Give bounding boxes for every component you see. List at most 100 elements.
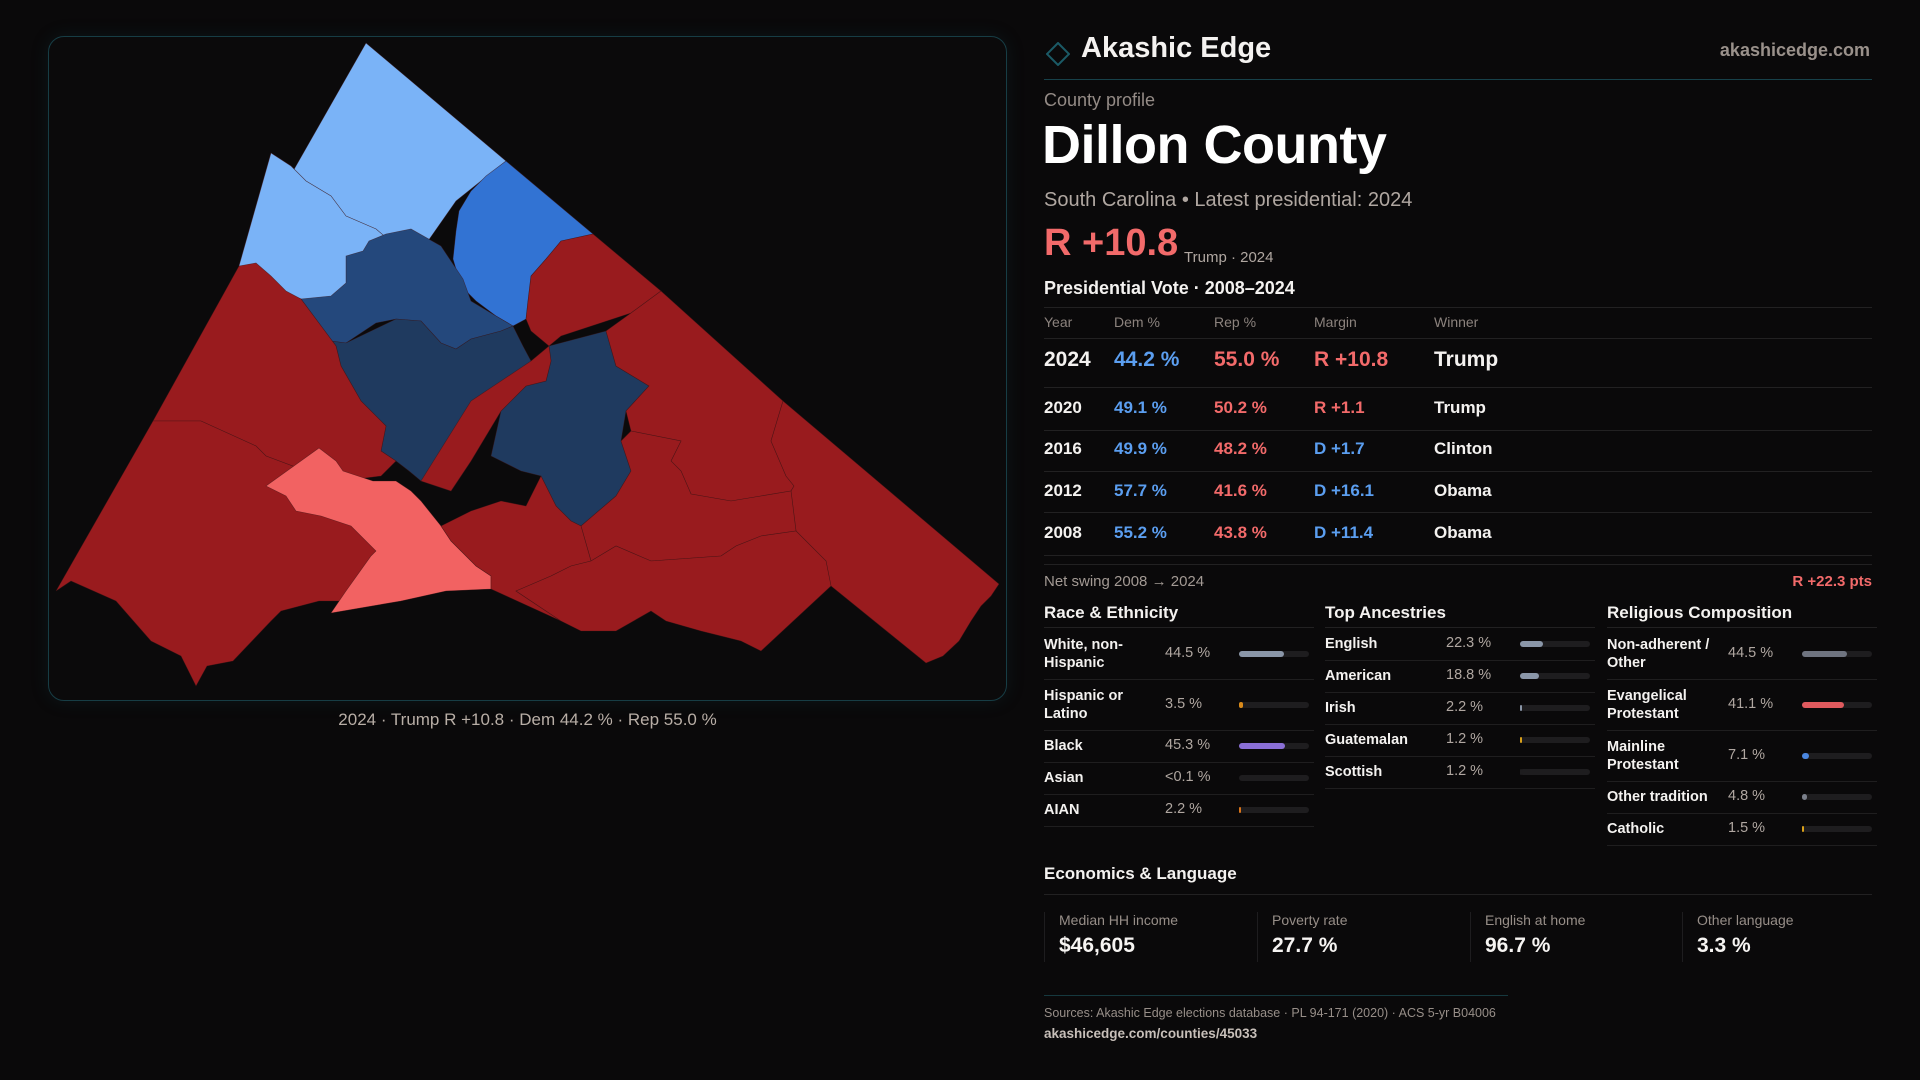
vote-cell-dem: 57.7 % — [1114, 480, 1167, 500]
county-url-link[interactable]: akashicedge.com/counties/45033 — [1044, 1026, 1258, 1041]
ancestry-row: American 18.8 % — [1325, 660, 1595, 693]
ancestry-row: Scottish 1.2 % — [1325, 756, 1595, 789]
precinct-center-red[interactable] — [420, 345, 552, 492]
religion-bar-fill — [1802, 701, 1844, 708]
table-row-divider — [1044, 387, 1872, 388]
vote-cell-year: 2008 — [1044, 522, 1082, 542]
vote-cell-winner: Obama — [1434, 522, 1492, 542]
brand-logo-icon — [1046, 42, 1070, 66]
race-row: Hispanic or Latino 3.5 % — [1044, 679, 1314, 731]
vote-table-title: Presidential Vote · 2008–2024 — [1044, 278, 1295, 298]
stat-value: 27.7 % — [1272, 934, 1338, 957]
ancestry-bar — [1520, 769, 1590, 775]
race-label: White, non-Hispanic — [1044, 636, 1123, 671]
race-bar — [1239, 650, 1309, 657]
ancestry-label: American — [1325, 668, 1392, 684]
col-header-margin: Margin — [1314, 314, 1357, 330]
col-header-rep: Rep % — [1214, 314, 1257, 330]
race-section-title: Race & Ethnicity — [1044, 603, 1179, 622]
col-header-year: Year — [1044, 314, 1073, 330]
race-value: 3.5 % — [1165, 695, 1203, 712]
header-divider — [1044, 79, 1872, 80]
vote-cell-winner: Obama — [1434, 480, 1492, 500]
vote-cell-margin: D +16.1 — [1314, 480, 1375, 500]
table-row-divider — [1044, 471, 1872, 472]
map-caption: 2024 · Trump R +10.8 · Dem 44.2 % · Rep … — [338, 710, 717, 729]
vote-cell-dem: 55.2 % — [1114, 522, 1167, 542]
race-label: Black — [1044, 738, 1083, 754]
race-value: 45.3 % — [1165, 737, 1211, 753]
ancestry-label: English — [1325, 636, 1378, 652]
race-value: 2.2 % — [1165, 801, 1203, 817]
religion-value: 44.5 % — [1728, 644, 1774, 661]
ancestry-bar — [1520, 641, 1590, 647]
religion-label: Evangelical Protestant — [1607, 687, 1687, 722]
profile-eyebrow: County profile — [1044, 90, 1156, 110]
religion-bar — [1802, 701, 1872, 708]
religion-bar — [1802, 650, 1872, 657]
ancestry-bar-fill — [1520, 769, 1522, 775]
vote-cell-winner: Trump — [1434, 348, 1499, 372]
religion-value: 1.5 % — [1728, 820, 1766, 836]
vote-cell-rep: 41.6 % — [1214, 480, 1267, 500]
table-row-divider — [1044, 430, 1872, 431]
stat-value: 96.7 % — [1485, 934, 1551, 957]
religion-row: Non-adherent / Other 44.5 % — [1607, 628, 1877, 680]
ancestry-bar-fill — [1520, 673, 1539, 679]
ancestry-label: Scottish — [1325, 764, 1383, 780]
religion-value: 41.1 % — [1728, 695, 1774, 712]
ancestry-bar — [1520, 737, 1590, 743]
brand-url-link[interactable]: akashicedge.com — [1719, 40, 1870, 60]
race-row: AIAN 2.2 % — [1044, 794, 1314, 827]
race-label: Asian — [1044, 770, 1084, 786]
religion-bar-fill — [1802, 794, 1807, 800]
stat-other-language: Other language 3.3 % — [1682, 912, 1883, 962]
precinct-far-east[interactable] — [770, 400, 1000, 664]
religion-section-title: Religious Composition — [1607, 603, 1793, 622]
ancestry-value: 22.3 % — [1446, 635, 1492, 651]
vote-cell-rep: 43.8 % — [1214, 522, 1267, 542]
page-title: Dillon County — [1042, 115, 1387, 175]
ancestry-value: 1.2 % — [1446, 763, 1484, 779]
ancestry-bar-fill — [1520, 641, 1543, 647]
sources-text: Sources: Akashic Edge elections database… — [1044, 1006, 1496, 1020]
precinct-map[interactable] — [48, 36, 1007, 701]
precinct-south-east-lower[interactable] — [515, 530, 832, 652]
race-bar-fill — [1239, 701, 1243, 708]
footer-divider — [1044, 995, 1508, 996]
ancestry-value: 1.2 % — [1446, 731, 1484, 747]
race-bar — [1239, 807, 1309, 813]
stat-poverty-rate: Poverty rate 27.7 % — [1257, 912, 1458, 962]
vote-cell-year: 2020 — [1044, 397, 1082, 417]
stat-value: 3.3 % — [1697, 934, 1751, 957]
race-bar — [1239, 743, 1309, 749]
ancestry-row: English 22.3 % — [1325, 628, 1595, 661]
col-header-dem: Dem % — [1114, 314, 1160, 330]
vote-cell-year: 2024 — [1044, 348, 1091, 372]
stat-label: Other language — [1697, 912, 1794, 928]
economics-divider — [1044, 894, 1872, 895]
latest-margin-note: Trump · 2024 — [1184, 249, 1274, 266]
religion-bar — [1802, 826, 1872, 832]
race-bar — [1239, 701, 1309, 708]
net-swing-value: R +22.3 pts — [1792, 573, 1872, 590]
religion-row: Evangelical Protestant 41.1 % — [1607, 679, 1877, 731]
vote-cell-margin: D +11.4 — [1314, 522, 1374, 542]
race-row: Black 45.3 % — [1044, 730, 1314, 763]
religion-label: Other tradition — [1607, 789, 1708, 805]
table-row-divider — [1044, 555, 1872, 556]
page-subtitle: South Carolina • Latest presidential: 20… — [1044, 189, 1413, 211]
stat-label: English at home — [1485, 912, 1586, 928]
ancestry-bar — [1520, 673, 1590, 679]
ancestry-bar-fill — [1520, 737, 1522, 743]
vote-cell-winner: Clinton — [1434, 438, 1493, 458]
vote-cell-rep: 50.2 % — [1214, 397, 1267, 417]
map-canvas[interactable] — [49, 37, 1006, 700]
race-bar-fill — [1239, 650, 1284, 657]
religion-bar-fill — [1802, 752, 1809, 759]
vote-cell-margin: R +1.1 — [1314, 397, 1365, 417]
religion-bar-fill — [1802, 650, 1847, 657]
stat-label: Poverty rate — [1272, 912, 1348, 928]
net-swing-label: Net swing 2008 → 2024 — [1044, 573, 1205, 590]
religion-value: 4.8 % — [1728, 788, 1766, 804]
